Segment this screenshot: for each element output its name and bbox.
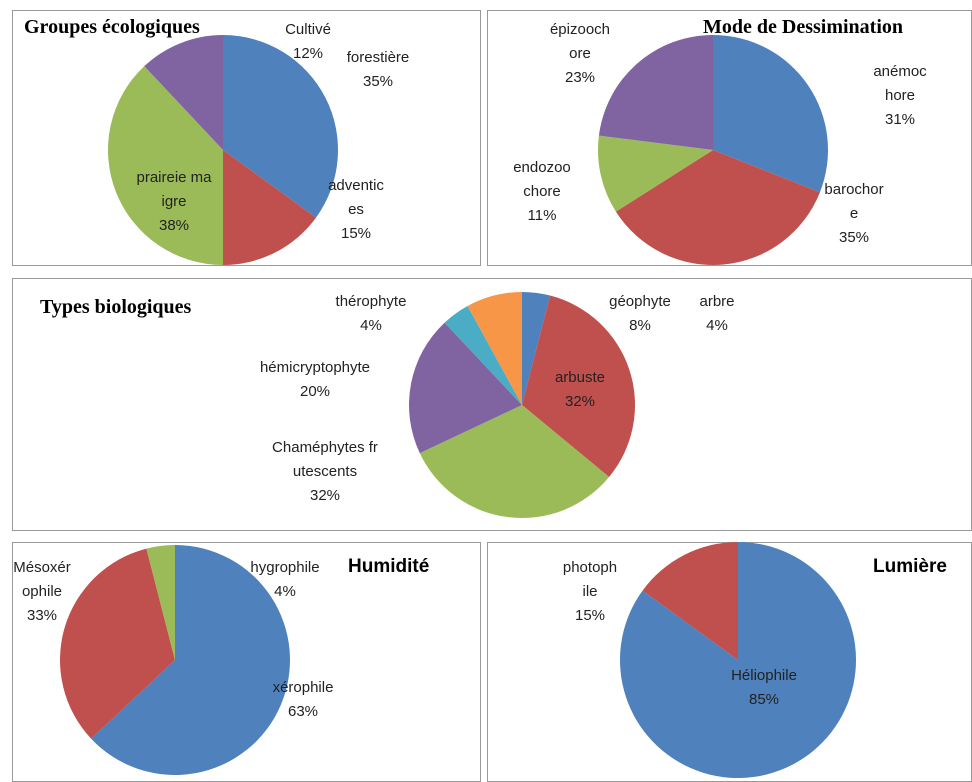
pie-slice [409, 322, 522, 454]
slice-label: arbuste 32% [540, 366, 620, 414]
value-label: 11% [527, 207, 557, 224]
category-label: Mésoxérophile [13, 559, 71, 600]
value-label: 4% [706, 317, 728, 334]
pie-slice [419, 405, 610, 518]
slice-label: Mésoxérophile 33% [12, 556, 72, 628]
slice-label: épizoochore 23% [546, 18, 614, 90]
pie-slice [60, 548, 175, 739]
value-label: 15% [340, 225, 372, 242]
pie-slice [467, 292, 522, 405]
pie-slice [598, 35, 713, 150]
value-label: 8% [629, 317, 651, 334]
value-label: 35% [838, 229, 870, 246]
slice-label: Chaméphytes frutescents 32% [270, 436, 380, 508]
value-label: 23% [564, 69, 596, 86]
value-label: 33% [26, 607, 58, 624]
value-label: 32% [564, 393, 596, 410]
slice-label: anémochore 31% [870, 60, 930, 132]
slice-label: thérophyte 4% [326, 290, 416, 338]
pie-slice [642, 542, 738, 660]
slice-label: hygrophile 4% [250, 556, 320, 604]
category-label: hémicryptophyte [259, 359, 371, 376]
category-label: hygrophile [250, 559, 320, 576]
pie-slice [108, 66, 223, 265]
value-label: 31% [884, 111, 916, 128]
chart-title: Types biologiques [40, 296, 192, 318]
slice-label: géophyte 8% [595, 290, 685, 338]
slice-label: xérophile 63% [268, 676, 338, 724]
category-label: Chaméphytes frutescents [272, 439, 378, 480]
value-label: 63% [287, 703, 319, 720]
chart-title: Lumière [873, 556, 947, 577]
category-label: photophile [562, 559, 618, 600]
category-label: thérophyte [335, 293, 407, 310]
category-label: anémochore [873, 63, 927, 104]
slice-label: forestière 35% [342, 46, 414, 94]
value-label: 85% [748, 691, 780, 708]
pie-slice [223, 150, 317, 265]
category-label: arbuste [554, 369, 606, 386]
chart-title: Groupes écologiques [24, 16, 200, 38]
value-label: 35% [362, 73, 394, 90]
value-label: 32% [309, 487, 341, 504]
value-label: 12% [292, 45, 324, 62]
slice-label: hémicryptophyte 20% [240, 356, 390, 404]
category-label: épizoochore [549, 21, 611, 62]
category-label: xérophile [272, 679, 334, 696]
slice-label: Héliophile 85% [724, 664, 804, 712]
category-label: praireie maigre [136, 169, 212, 210]
pie-slice [91, 545, 291, 775]
chart-title: Mode de Dessimination [703, 16, 903, 38]
pie-slice [713, 35, 828, 193]
category-label: endozoochore [513, 159, 571, 200]
slice-label: photophile 15% [562, 556, 618, 628]
value-label: 4% [274, 583, 296, 600]
slice-label: adventices 15% [326, 174, 386, 246]
slice-label: barochore 35% [822, 178, 886, 250]
pie-slice [522, 295, 635, 478]
pie-slice [223, 35, 338, 218]
category-label: arbre [699, 293, 735, 310]
pie-slice [444, 305, 522, 405]
pie-slice [597, 135, 713, 212]
value-label: 4% [360, 317, 382, 334]
category-label: géophyte [609, 293, 671, 310]
pie-slice [522, 292, 551, 405]
value-label: 38% [158, 217, 190, 234]
slice-label: endozoochore 11% [512, 156, 572, 228]
category-label: forestière [346, 49, 410, 66]
value-label: 20% [299, 383, 331, 400]
category-label: Héliophile [731, 667, 797, 684]
slice-label: arbre 4% [692, 290, 742, 338]
category-label: adventices [328, 177, 384, 218]
category-label: Cultivé [285, 21, 331, 38]
pie-slice [615, 150, 820, 265]
slice-label: praireie maigre 38% [136, 166, 212, 238]
pie-slice [146, 545, 175, 660]
pie-slice [144, 35, 223, 150]
slice-label: Cultivé 12% [283, 18, 333, 66]
chart-title: Humidité [348, 556, 430, 577]
value-label: 15% [574, 607, 606, 624]
category-label: barochore [824, 181, 884, 222]
